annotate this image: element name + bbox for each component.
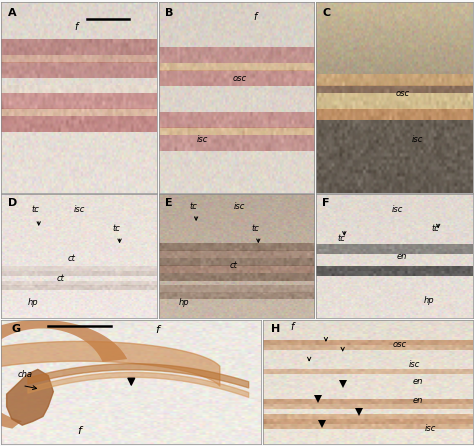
Text: tc: tc bbox=[32, 205, 39, 214]
Text: f: f bbox=[254, 12, 257, 22]
Text: hp: hp bbox=[178, 298, 189, 307]
Text: tc: tc bbox=[337, 234, 345, 243]
Text: ct: ct bbox=[56, 274, 64, 283]
Text: isc: isc bbox=[412, 135, 423, 144]
Text: ct: ct bbox=[229, 261, 237, 270]
Text: isc: isc bbox=[73, 205, 85, 214]
Text: isc: isc bbox=[234, 202, 246, 211]
Text: osc: osc bbox=[392, 340, 406, 349]
Text: f: f bbox=[77, 426, 81, 436]
Text: f: f bbox=[74, 21, 78, 32]
Text: tc: tc bbox=[189, 202, 197, 211]
Text: A: A bbox=[8, 8, 16, 17]
Text: tc: tc bbox=[251, 224, 259, 233]
Text: E: E bbox=[165, 198, 173, 208]
Text: f: f bbox=[155, 325, 159, 334]
Text: osc: osc bbox=[395, 89, 409, 98]
Text: hp: hp bbox=[423, 296, 434, 305]
Text: f: f bbox=[291, 322, 294, 332]
Text: isc: isc bbox=[425, 425, 437, 434]
Text: G: G bbox=[12, 323, 21, 334]
Text: D: D bbox=[8, 198, 17, 208]
Text: tc: tc bbox=[112, 224, 120, 233]
Text: isc: isc bbox=[408, 360, 419, 369]
Text: isc: isc bbox=[197, 135, 208, 144]
Text: C: C bbox=[322, 8, 330, 17]
Text: osc: osc bbox=[233, 74, 246, 83]
Text: ct: ct bbox=[67, 254, 75, 263]
Polygon shape bbox=[7, 369, 54, 425]
Text: en: en bbox=[397, 252, 407, 260]
PathPatch shape bbox=[0, 320, 127, 429]
Text: hp: hp bbox=[27, 298, 38, 307]
Text: F: F bbox=[322, 198, 330, 208]
Text: cha: cha bbox=[17, 370, 32, 379]
Text: en: en bbox=[413, 377, 423, 386]
Text: H: H bbox=[272, 323, 281, 334]
Text: en: en bbox=[413, 396, 423, 405]
Text: tc: tc bbox=[431, 224, 439, 233]
Text: isc: isc bbox=[392, 205, 403, 214]
Text: B: B bbox=[165, 8, 173, 17]
